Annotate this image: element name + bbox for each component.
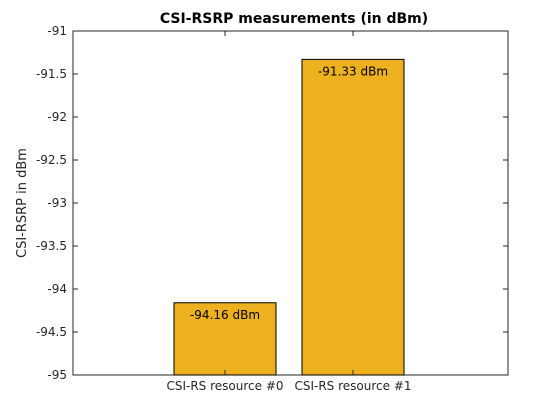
y-tick-label: -92.5 (36, 153, 67, 167)
y-tick-label: -95 (47, 368, 67, 382)
y-tick-label: -94.5 (36, 325, 67, 339)
x-tick-label: CSI-RS resource #1 (294, 379, 411, 393)
data-label: -91.33 dBm (318, 64, 388, 78)
data-label: -94.16 dBm (190, 308, 260, 322)
y-axis-label: CSI-RSRP in dBm (15, 148, 30, 258)
bar (173, 302, 277, 376)
y-tick-label: -91.5 (36, 67, 67, 81)
chart-title: CSI-RSRP measurements (in dBm) (160, 11, 428, 27)
y-tick-label: -92 (47, 110, 67, 124)
y-tick-label: -94 (47, 282, 67, 296)
x-tick-label: CSI-RS resource #0 (166, 379, 283, 393)
y-tick-label: -93 (47, 196, 67, 210)
plot-area: -91 -91.5 -92 -92.5 -93 -93.5 -94 -94.5 -95 -94.1… (36, 24, 509, 393)
y-tick-label: -91 (47, 24, 67, 38)
y-tick-label: -93.5 (36, 239, 67, 253)
bar (301, 58, 405, 376)
axes-box (72, 30, 509, 376)
